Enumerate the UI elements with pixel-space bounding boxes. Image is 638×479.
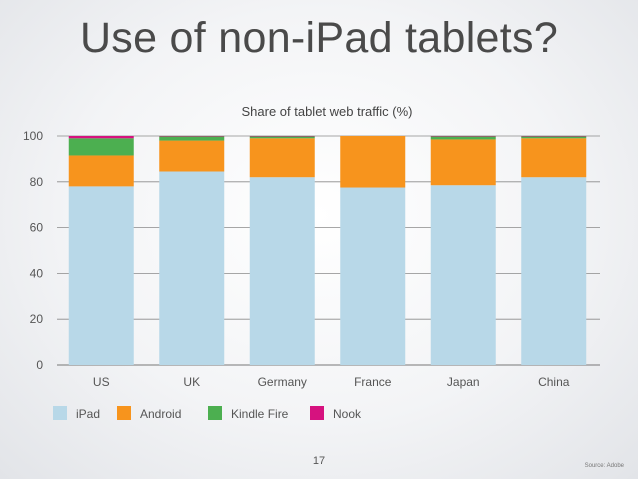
bar-segment-android <box>249 138 315 178</box>
y-tick-label: 80 <box>30 175 44 189</box>
legend-label: Nook <box>333 407 362 421</box>
grid-lines <box>57 135 600 366</box>
legend-swatch <box>53 406 67 420</box>
bar-segment-kindle-fire <box>68 138 134 156</box>
x-tick-label: US <box>93 375 110 389</box>
bar-segment-ipad <box>340 187 406 365</box>
bar-segment-android <box>340 136 406 188</box>
x-tick-label: China <box>538 375 570 389</box>
legend-swatch <box>208 406 222 420</box>
y-tick-label: 60 <box>30 221 44 235</box>
bar-segment-kindle-fire <box>521 136 587 139</box>
legend-swatch <box>310 406 324 420</box>
source-note: Source: Adobe <box>584 463 624 469</box>
bar-segment-android <box>159 140 225 172</box>
y-tick-label: 100 <box>23 129 43 143</box>
x-tick-label: Germany <box>258 375 307 389</box>
y-tick-label: 20 <box>30 312 44 326</box>
bar-segment-ipad <box>430 185 496 365</box>
bar-segment-kindle-fire <box>430 136 496 140</box>
bars <box>68 136 587 365</box>
bar-segment-ipad <box>249 177 315 365</box>
x-tick-label: France <box>354 375 392 389</box>
legend: iPad Android Kindle Fire Nook <box>53 406 362 421</box>
bar-segment-android <box>68 155 134 187</box>
x-axis-ticks: US UK Germany France Japan China <box>93 375 570 389</box>
y-tick-label: 0 <box>36 358 43 372</box>
bar-segment-android <box>430 139 496 186</box>
legend-swatch <box>117 406 131 420</box>
slide-title: Use of non-iPad tablets? <box>79 14 559 62</box>
y-axis-ticks: 0 20 40 60 80 100 <box>23 129 43 372</box>
chart-title: Share of tablet web traffic (%) <box>241 104 412 119</box>
legend-label: iPad <box>76 407 100 421</box>
legend-label: Kindle Fire <box>231 407 289 421</box>
x-tick-label: Japan <box>447 375 480 389</box>
bar-segment-kindle-fire <box>159 136 225 141</box>
bar-segment-android <box>521 138 587 178</box>
legend-label: Android <box>140 407 181 421</box>
page-number: 17 <box>312 455 326 467</box>
bar-segment-kindle-fire <box>249 136 315 139</box>
x-tick-label: UK <box>183 375 200 389</box>
bar-segment-ipad <box>159 171 225 365</box>
bar-segment-ipad <box>68 186 134 365</box>
bar-segment-ipad <box>521 177 587 365</box>
bar-segment-nook <box>68 136 134 139</box>
y-tick-label: 40 <box>30 266 44 280</box>
